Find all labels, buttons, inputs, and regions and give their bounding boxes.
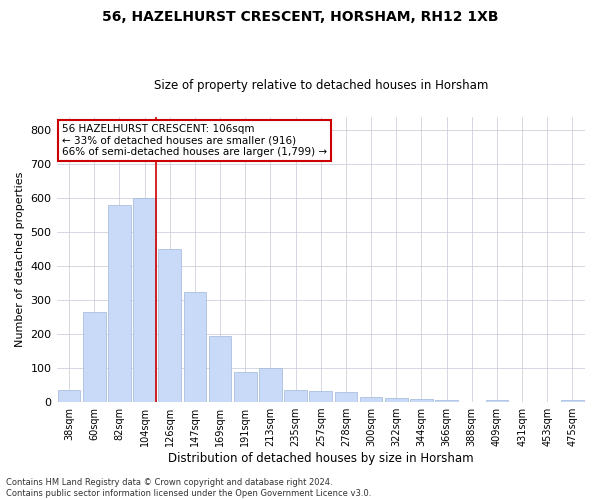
Bar — [259, 368, 282, 402]
Bar — [410, 398, 433, 402]
Bar — [184, 292, 206, 402]
Text: 56 HAZELHURST CRESCENT: 106sqm
← 33% of detached houses are smaller (916)
66% of: 56 HAZELHURST CRESCENT: 106sqm ← 33% of … — [62, 124, 327, 157]
Bar — [158, 249, 181, 402]
Title: Size of property relative to detached houses in Horsham: Size of property relative to detached ho… — [154, 79, 488, 92]
Bar — [234, 372, 257, 402]
Bar — [58, 390, 80, 402]
Bar — [435, 400, 458, 402]
Bar — [335, 392, 357, 402]
Bar — [108, 205, 131, 402]
Bar — [310, 391, 332, 402]
Bar — [485, 400, 508, 402]
Text: 56, HAZELHURST CRESCENT, HORSHAM, RH12 1XB: 56, HAZELHURST CRESCENT, HORSHAM, RH12 1… — [102, 10, 498, 24]
Bar — [133, 198, 156, 402]
Text: Contains HM Land Registry data © Crown copyright and database right 2024.
Contai: Contains HM Land Registry data © Crown c… — [6, 478, 371, 498]
Bar — [561, 400, 584, 402]
Bar — [83, 312, 106, 402]
Bar — [209, 336, 232, 402]
Bar — [385, 398, 407, 402]
Bar — [284, 390, 307, 402]
Bar — [360, 397, 382, 402]
X-axis label: Distribution of detached houses by size in Horsham: Distribution of detached houses by size … — [168, 452, 473, 465]
Y-axis label: Number of detached properties: Number of detached properties — [15, 172, 25, 347]
